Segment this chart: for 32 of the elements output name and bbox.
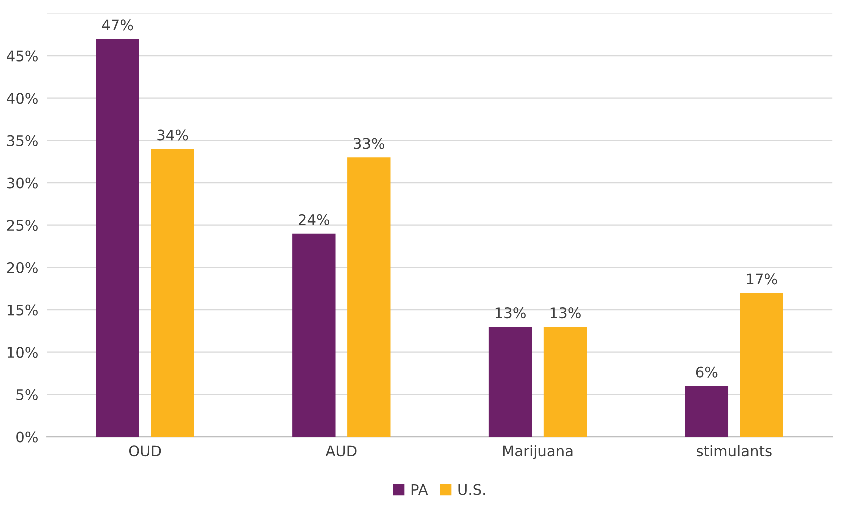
y-tick-label: 35% — [7, 135, 38, 146]
bar — [488, 326, 532, 438]
y-tick-label: 30% — [7, 178, 38, 189]
bar — [96, 39, 140, 438]
data-label: 17% — [747, 274, 778, 285]
data-label: 47% — [102, 20, 134, 31]
data-label: 13% — [496, 308, 526, 319]
y-tick-label: 25% — [7, 220, 38, 232]
y-tick-label: 40% — [7, 93, 38, 104]
y-tick-label: 45% — [7, 50, 38, 62]
bar — [544, 326, 588, 438]
data-label: 13% — [550, 308, 581, 319]
x-tick-label: AUD — [326, 446, 357, 457]
legend-label: U.S. — [458, 484, 486, 496]
data-label: 24% — [299, 214, 330, 226]
bar — [348, 158, 391, 438]
legend-label: PA — [412, 484, 428, 496]
y-tick-label: 10% — [8, 347, 38, 358]
data-label: 6% — [696, 366, 718, 378]
y-tick-label: 20% — [7, 262, 38, 274]
data-label: 34% — [158, 130, 188, 141]
x-tick-label: OUD — [129, 446, 162, 457]
x-tick-label: Marijuana — [503, 445, 573, 460]
y-tick-label: 5% — [16, 389, 38, 400]
y-tick-label: 0% — [16, 432, 38, 443]
bar — [292, 234, 336, 438]
data-label: 33% — [354, 138, 385, 150]
x-tick-label: stimulants — [697, 445, 772, 457]
bar — [151, 149, 194, 438]
bar — [685, 386, 729, 438]
bar — [740, 293, 784, 438]
y-tick-label: 15% — [8, 304, 38, 316]
